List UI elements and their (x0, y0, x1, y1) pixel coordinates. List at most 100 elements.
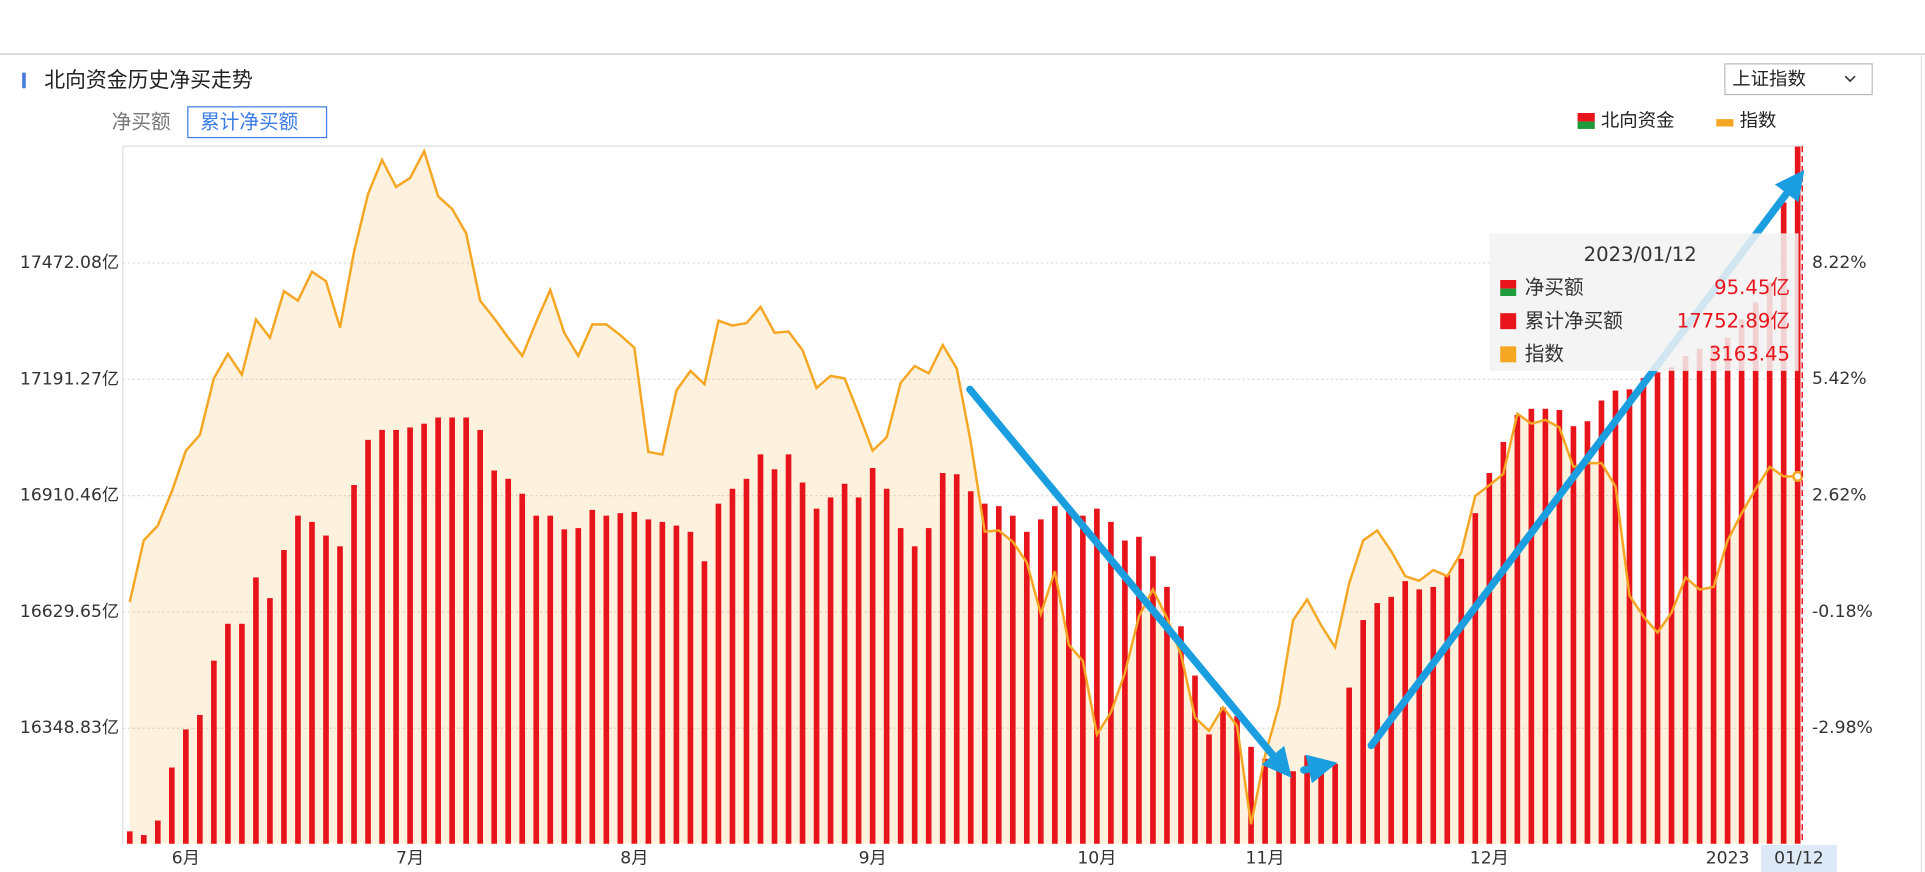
y2-tick-label: -2.98% (1812, 718, 1873, 738)
bar (1738, 319, 1745, 844)
tab[interactable]: 净买额 (112, 110, 171, 133)
bar (351, 485, 357, 844)
bar (337, 546, 343, 844)
bar (1682, 356, 1689, 844)
bar (1794, 146, 1801, 844)
bar (925, 528, 932, 844)
bar (1570, 426, 1577, 844)
bar (799, 482, 806, 844)
x-tick-label: 2023 (1706, 848, 1750, 868)
bar (1766, 282, 1773, 844)
bar (855, 497, 862, 844)
bar (491, 470, 498, 844)
bar (1346, 687, 1352, 844)
bar (897, 528, 904, 844)
arrow (1300, 754, 1338, 784)
bar (1122, 540, 1128, 844)
bar (1584, 421, 1591, 844)
x-tick-label: 12月 (1470, 848, 1509, 868)
bar (729, 488, 736, 844)
bar (1150, 556, 1156, 844)
bar (1052, 506, 1058, 844)
index-area (129, 151, 1798, 844)
bar (1066, 511, 1072, 844)
bar (519, 493, 526, 844)
legend: 北向资金 指数 (1577, 111, 1776, 132)
legend-swatch (1577, 112, 1595, 122)
tab-active[interactable]: 累计净买额 (200, 110, 298, 133)
bar (1640, 378, 1647, 844)
y2-tick-label: 5.42% (1812, 369, 1867, 389)
tooltip-icon (1500, 288, 1517, 296)
chart-title: 北向资金历史净买走势 (44, 68, 253, 92)
bar (1668, 367, 1675, 844)
bar (323, 535, 329, 844)
legend-swatch (1577, 121, 1595, 129)
x-label-highlight (1760, 844, 1837, 872)
bar (911, 546, 918, 844)
bar (1080, 515, 1086, 844)
bar (589, 509, 596, 844)
bar (715, 503, 722, 844)
bar (183, 729, 189, 844)
tooltip-label: 净买额 (1525, 276, 1584, 299)
bar (1430, 586, 1437, 844)
y2-tick-label: 2.62% (1812, 486, 1867, 506)
y-tick-label: 17191.27亿 (20, 369, 119, 389)
x-tick-label: 9月 (859, 848, 887, 868)
x-tick-label: 10月 (1077, 848, 1116, 868)
bar (393, 429, 399, 844)
bar (239, 623, 245, 844)
bar (939, 472, 946, 844)
bar (1472, 513, 1479, 844)
bar (1262, 758, 1268, 844)
bar (169, 767, 175, 844)
bar (211, 660, 217, 844)
bar (1598, 400, 1605, 844)
index-last-point (1792, 470, 1804, 482)
bar (407, 427, 413, 844)
bar (1220, 707, 1226, 844)
bar (1178, 626, 1184, 844)
bar (701, 561, 708, 844)
bar (1780, 202, 1787, 844)
bar (1304, 755, 1310, 844)
bar (827, 497, 834, 844)
bar (1276, 765, 1282, 844)
bar (1037, 519, 1044, 844)
bar (449, 417, 455, 844)
top-bar (0, 0, 1925, 55)
legend-swatch (1716, 119, 1734, 127)
bar (771, 469, 778, 844)
bar (1696, 348, 1703, 844)
bar (1094, 508, 1100, 844)
bar (1402, 581, 1409, 844)
tooltip: 2023/01/12 净买额 95.45亿 累计净买额 17752.89亿 指数… (1489, 233, 1799, 371)
y2-tick-label: 8.22% (1812, 253, 1867, 273)
bar (673, 525, 680, 844)
bar (1514, 415, 1521, 844)
bar (295, 515, 301, 844)
bar (365, 439, 371, 844)
tab-active-box[interactable] (187, 106, 328, 139)
tooltip-icon (1500, 346, 1517, 363)
tooltip-icon (1500, 313, 1517, 330)
tooltip-label: 指数 (1525, 342, 1565, 365)
bar (743, 478, 750, 844)
dropdown-label[interactable]: 上证指数 (1732, 69, 1806, 90)
legend-label: 北向资金 (1601, 111, 1675, 132)
x-tick-label: 01/12 (1774, 848, 1824, 868)
arrow (966, 385, 1292, 778)
bar (1612, 390, 1619, 844)
bar (140, 835, 147, 844)
bar (1360, 620, 1367, 844)
bar (1542, 408, 1549, 844)
bar (869, 468, 876, 844)
bar (1136, 536, 1142, 844)
bar (967, 491, 974, 844)
y-tick-label: 16910.46亿 (20, 486, 119, 506)
bar (981, 503, 988, 844)
bar (995, 506, 1002, 844)
bar (1290, 771, 1296, 844)
bar (1710, 344, 1717, 844)
